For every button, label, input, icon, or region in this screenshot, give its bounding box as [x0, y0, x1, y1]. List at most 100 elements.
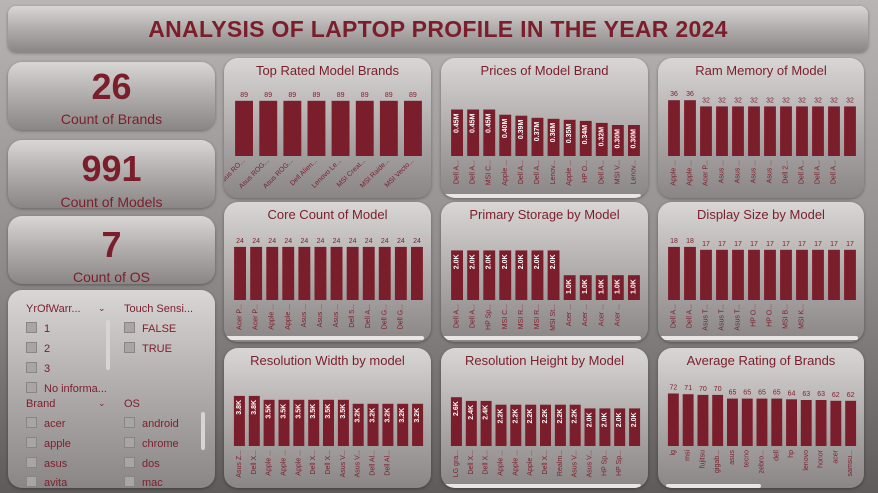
bar[interactable] [331, 100, 350, 156]
checkbox[interactable] [26, 417, 37, 428]
bar[interactable] [716, 106, 728, 156]
bar[interactable] [283, 100, 302, 156]
bar[interactable] [495, 404, 507, 446]
bar[interactable] [700, 106, 712, 156]
bar[interactable] [404, 100, 422, 156]
bar[interactable] [259, 100, 278, 156]
bar[interactable] [764, 249, 776, 300]
bar[interactable] [579, 275, 592, 300]
bar[interactable] [233, 395, 245, 446]
bar[interactable] [828, 249, 840, 300]
chart-prices-of-model-brand[interactable]: Prices of Model Brand 0.45M 0.45M 0.45M 0.4… [441, 58, 648, 198]
checkbox[interactable] [26, 457, 37, 468]
checkbox[interactable] [26, 362, 37, 373]
bar[interactable] [732, 249, 744, 300]
bar[interactable] [748, 106, 760, 156]
bar[interactable] [250, 246, 263, 300]
bar[interactable] [697, 394, 709, 446]
bar[interactable] [700, 249, 712, 300]
bar[interactable] [515, 115, 528, 156]
bar[interactable] [796, 249, 808, 300]
bar[interactable] [394, 246, 407, 300]
bar[interactable] [323, 399, 334, 446]
bar[interactable] [684, 246, 696, 300]
bar[interactable] [515, 250, 528, 300]
bar[interactable] [467, 109, 480, 157]
bar[interactable] [298, 246, 311, 300]
bar[interactable] [684, 100, 696, 156]
horizontal-scrollbar[interactable] [226, 336, 424, 340]
bar[interactable] [727, 398, 738, 446]
slicer-warranty-item[interactable]: No informa... [26, 382, 107, 395]
bar[interactable] [748, 249, 760, 300]
bar[interactable] [451, 109, 463, 157]
bar[interactable] [554, 404, 566, 446]
checkbox[interactable] [26, 322, 37, 333]
bar[interactable] [451, 250, 463, 300]
bar[interactable] [355, 100, 374, 156]
slicer-os-scrollbar[interactable] [201, 412, 205, 450]
bar[interactable] [234, 246, 246, 300]
slicer-brand-item[interactable]: asus [26, 457, 67, 470]
checkbox[interactable] [26, 342, 37, 353]
slicer-os-item[interactable]: chrome [124, 437, 179, 450]
chevron-down-icon[interactable]: ⌄ [98, 398, 106, 408]
bar[interactable] [367, 403, 379, 446]
chart-primary-storage-by-model[interactable]: Primary Storage by Model 2.0K 2.0K 2.0K 2.0… [441, 202, 648, 342]
horizontal-scrollbar[interactable] [666, 484, 761, 488]
chart-display-size-by-model[interactable]: Display Size by Model 18 18 17 17 17 17 17 17 17… [658, 202, 864, 342]
bar[interactable] [467, 250, 480, 300]
bar[interactable] [844, 249, 856, 300]
bar[interactable] [628, 125, 640, 156]
bar[interactable] [411, 246, 423, 300]
bar[interactable] [828, 106, 840, 156]
horizontal-scrollbar[interactable] [443, 194, 641, 198]
bar[interactable] [235, 100, 253, 156]
kpi-card-brands[interactable]: 26 Count of Brands [8, 62, 215, 130]
bar[interactable] [732, 106, 744, 156]
bar[interactable] [346, 246, 359, 300]
checkbox[interactable] [26, 382, 37, 393]
bar[interactable] [278, 399, 290, 446]
bar[interactable] [540, 404, 551, 446]
bar[interactable] [667, 393, 679, 447]
bar[interactable] [712, 394, 724, 446]
slicer-os-header[interactable]: OS [124, 398, 140, 410]
bar[interactable] [668, 100, 680, 156]
slicer-warranty-header[interactable]: YrOfWarr... [26, 303, 81, 315]
bar[interactable] [563, 119, 576, 156]
slicer-brand-header[interactable]: Brand [26, 398, 56, 410]
bar[interactable] [796, 106, 808, 156]
bar[interactable] [450, 397, 462, 446]
kpi-card-models[interactable]: 991 Count of Models [8, 140, 215, 208]
bar[interactable] [337, 399, 349, 446]
slicer-brand-item[interactable]: avita [26, 476, 67, 488]
bar[interactable] [628, 275, 640, 300]
bar[interactable] [378, 246, 391, 300]
bar[interactable] [563, 275, 576, 300]
slicer-os-item[interactable]: android [124, 417, 179, 430]
bar[interactable] [716, 249, 728, 300]
slicer-os-item[interactable]: mac [124, 476, 163, 488]
bar[interactable] [314, 246, 327, 300]
bar[interactable] [307, 100, 326, 156]
chart-resolution-width-by-model[interactable]: Resolution Width by model 3.8K 3.8K 3.5K 3.… [224, 348, 431, 488]
bar[interactable] [584, 408, 596, 446]
bar[interactable] [764, 106, 776, 156]
horizontal-scrollbar[interactable] [660, 336, 858, 340]
bar[interactable] [741, 398, 753, 446]
kpi-card-os[interactable]: 7 Count of OS [8, 216, 215, 284]
bar[interactable] [547, 250, 560, 300]
bar[interactable] [397, 403, 409, 446]
bar[interactable] [780, 249, 792, 300]
bar[interactable] [499, 250, 512, 300]
slicer-warranty-item[interactable]: 3 [26, 362, 50, 375]
bar[interactable] [293, 399, 305, 446]
bar[interactable] [815, 400, 827, 446]
bar[interactable] [510, 404, 522, 446]
slicer-touch-item[interactable]: FALSE [124, 322, 176, 335]
bar[interactable] [595, 122, 608, 156]
checkbox[interactable] [124, 437, 135, 448]
bar[interactable] [379, 100, 398, 156]
checkbox[interactable] [124, 322, 135, 333]
